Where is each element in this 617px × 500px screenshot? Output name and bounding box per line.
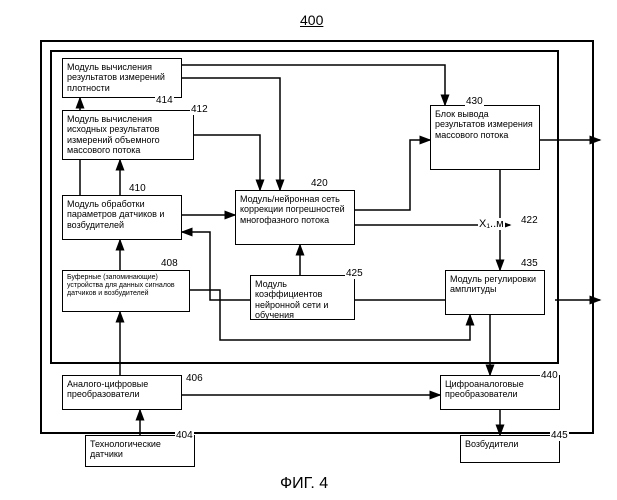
ref-label-406: 406 xyxy=(185,373,204,384)
node-420: Модуль/нейронная сеть коррекции погрешно… xyxy=(235,190,355,245)
node-425: Модуль коэффициентов нейронной сети и об… xyxy=(250,275,355,320)
node-445: Возбудители xyxy=(460,435,560,463)
ref-label-420: 420 xyxy=(310,178,329,189)
figure-caption: ФИГ. 4 xyxy=(280,475,328,493)
ref-label-422: 422 xyxy=(520,215,539,226)
diagram-title: 400 xyxy=(300,12,323,28)
ref-label-404: 404 xyxy=(175,430,194,441)
node-406: Аналого-цифровые преобразователи xyxy=(62,375,182,410)
ref-label-414: 414 xyxy=(155,95,174,106)
ref-label-425: 425 xyxy=(345,268,364,279)
node-410: Модуль обработки параметров датчиков и в… xyxy=(62,195,182,240)
node-435: Модуль регулировки амплитуды xyxy=(445,270,545,315)
ref-label-412: 412 xyxy=(190,104,209,115)
ref-label-445: 445 xyxy=(550,430,569,441)
ref-label-440: 440 xyxy=(540,370,559,381)
ref-label-410: 410 xyxy=(128,183,147,194)
diagram-canvas: 400 Модуль вычисления результатов измере… xyxy=(0,0,617,500)
node-408: Буферные (запоминающие) устройства для д… xyxy=(62,270,190,312)
xlm-label: X₁..ᴍ xyxy=(478,218,505,230)
node-414: Модуль вычисления результатов измерений … xyxy=(62,58,182,98)
node-412: Модуль вычисления исходных результатов и… xyxy=(62,110,194,160)
node-430: Блок вывода результатов измерения массов… xyxy=(430,105,540,170)
ref-label-408: 408 xyxy=(160,258,179,269)
ref-label-430: 430 xyxy=(465,96,484,107)
ref-label-435: 435 xyxy=(520,258,539,269)
